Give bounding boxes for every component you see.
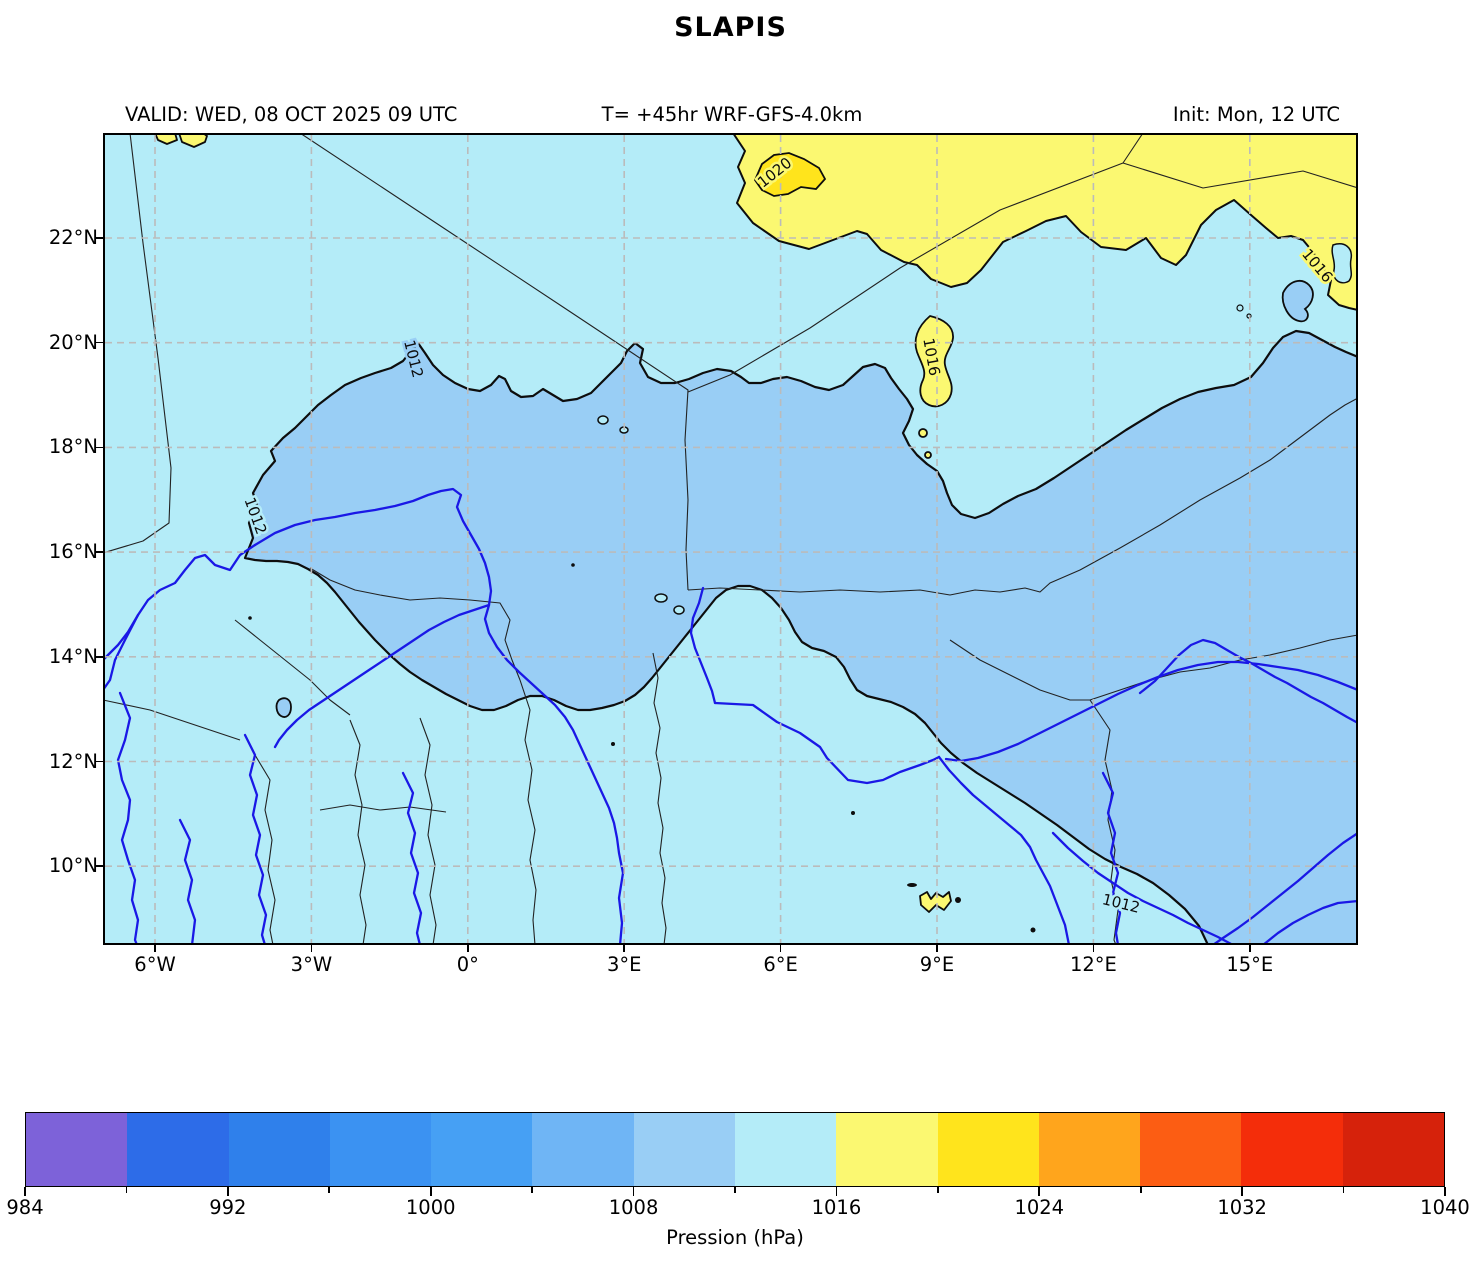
y-tick-label: 20°N [48,330,98,354]
low-islet [1281,279,1314,323]
x-tick-label: 0° [456,953,479,976]
colorbar-segment [431,1113,533,1186]
page-title: SLAPIS [674,12,787,43]
valid-time-label: VALID: WED, 08 OCT 2025 09 UTC [125,103,458,126]
y-tick-label: 14°N [48,644,98,668]
colorbar-tick [24,1187,26,1196]
colorbar-tick [1444,1187,1446,1196]
colorbar-tick [1241,1187,1243,1196]
colorbar-segment [937,1113,1039,1186]
y-tick-label: 22°N [48,226,98,249]
colorbar-tick [1038,1187,1041,1196]
init-time-label: Init: Mon, 12 UTC [1172,103,1340,126]
y-tick-label: 18°N [48,435,98,459]
x-tick-mark [154,945,156,952]
x-tick-mark [936,945,938,952]
x-tick-label: 3°W [290,953,333,976]
x-tick-mark [779,945,782,952]
y-tick-mark [96,656,103,658]
y-tick-label: 10°N [48,854,98,878]
colorbar-segment [633,1113,735,1186]
colorbar-tick-label: 1040 [1420,1196,1470,1219]
x-tick-label: 6°E [763,953,798,976]
graticule [105,135,1356,943]
y-tick-mark [96,760,103,763]
x-tick-mark [310,945,313,952]
y-tick-mark [96,551,103,553]
y-tick-mark [96,341,103,344]
x-tick-mark [1249,945,1251,952]
colorbar-tick [734,1187,736,1193]
y-tick-label: 16°N [48,540,98,564]
x-tick-label: 9°E [919,953,955,976]
x-tick-mark [1092,945,1095,952]
colorbar-segment [1241,1113,1343,1186]
x-tick-label: 3°E [606,953,642,976]
colorbar-tick-label: 1016 [811,1196,862,1219]
band-1020-1024-fill [753,152,827,197]
colorbar-tick-label: 1032 [1217,1196,1267,1219]
colorbar-segment [836,1113,938,1186]
x-tick-label: 12°E [1069,953,1117,976]
colorbar-tick [1342,1187,1345,1193]
y-tick-mark [96,237,103,239]
band-1016-1020-fill [732,133,1358,311]
colorbar-axis-label: Pression (hPa) [666,1226,804,1249]
colorbar-tick [835,1187,838,1196]
colorbar-tick [937,1187,939,1193]
y-tick-mark [96,865,103,867]
high-islets [154,133,954,913]
colorbar-tick [328,1187,331,1193]
cyan-patch-in-high [1331,243,1353,284]
colorbar-segment [532,1113,634,1186]
rivers [103,487,1358,945]
colorbar [25,1112,1445,1187]
pressure-map: 1020 1016 1012 1012 1016 1012 [103,133,1358,945]
colorbar-tick [125,1187,128,1193]
colorbar-segment [1038,1113,1141,1186]
colorbar-segment [329,1113,432,1186]
colorbar-segment [1140,1113,1242,1186]
band-1008-1012-fill [243,329,1358,945]
colorbar-tick-label: 1008 [608,1196,659,1219]
x-tick-mark [623,945,625,952]
model-run-label: T= +45hr WRF-GFS-4.0km [601,103,863,126]
colorbar-segment [26,1113,128,1186]
low-islet [275,697,292,718]
country-borders [103,133,1358,945]
colorbar-tick-label: 984 [6,1196,44,1219]
colorbar-tick [531,1187,533,1193]
colorbar-tick-label: 1000 [405,1196,456,1219]
colorbar-tick-label: 1024 [1014,1196,1065,1219]
map-frame [103,133,1358,945]
x-tick-mark [467,945,469,952]
colorbar-segment [127,1113,229,1186]
colorbar-tick-label: 992 [209,1196,247,1219]
colorbar-segment [734,1113,837,1186]
colorbar-tick [429,1187,432,1196]
x-tick-label: 6°W [134,953,176,976]
colorbar-segment [1342,1113,1444,1186]
y-tick-mark [96,446,103,449]
colorbar-tick [227,1187,229,1196]
y-tick-label: 12°N [48,749,98,773]
x-tick-label: 15°E [1226,953,1274,976]
colorbar-tick [1139,1187,1142,1193]
colorbar-segment [228,1113,330,1186]
colorbar-tick [632,1187,635,1196]
map-specks [248,563,1036,933]
